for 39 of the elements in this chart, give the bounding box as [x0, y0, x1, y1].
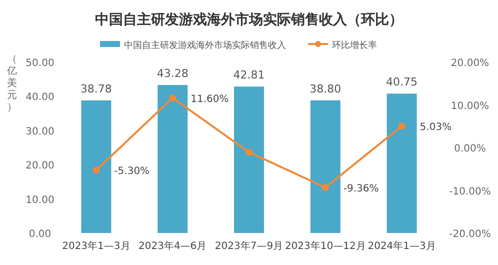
x-tick-label: 2023年4—6月: [138, 240, 207, 252]
data-label: 11.60%: [190, 94, 229, 105]
data-label: 40.75: [386, 76, 418, 89]
y2-tick-label: -10.00%: [449, 186, 491, 198]
chart-title: 中国自主研发游戏海外市场实际销售收入（环比）: [95, 11, 403, 28]
y-tick-label: 30.00: [26, 126, 54, 138]
data-label: 43.28: [156, 66, 188, 80]
bar: [158, 84, 188, 233]
y2-tick-label: 20.00%: [450, 58, 490, 69]
y-tick-label: 10.00: [26, 194, 54, 206]
point: [92, 166, 100, 174]
x-tick-label: 2023年10—12月: [284, 240, 366, 252]
data-label: 38.80: [310, 82, 342, 96]
y-tick-label: 20.00: [26, 160, 54, 172]
bar: [81, 100, 112, 233]
point: [246, 148, 252, 156]
x-tick-label: 2023年7—9月: [214, 240, 284, 252]
data-label: 42.81: [233, 68, 265, 82]
legend-label: 环比增长率: [332, 40, 377, 51]
y-tick-label: 40.00: [26, 92, 54, 104]
bar: [310, 100, 340, 233]
y-axis-title: （亿美元）: [6, 54, 17, 113]
bar: [386, 94, 417, 233]
point: [398, 122, 406, 130]
bar: [234, 86, 264, 233]
y-tick-label: 0.00: [28, 229, 52, 240]
y2-tick-label: 0.00%: [454, 144, 486, 154]
y-tick-label: 50.00: [26, 58, 54, 69]
x-tick-label: 2024年1—3月: [368, 240, 436, 252]
data-label: -9.36%: [343, 184, 379, 195]
y2-tick-label: 10.00%: [450, 100, 490, 112]
y2-tick-label: -20.00%: [449, 229, 491, 240]
data-label: -5.30%: [114, 166, 150, 178]
legend-label: 中国自主研发游戏海外市场实际销售收入: [124, 40, 286, 51]
point: [169, 94, 176, 102]
data-label: 5.03%: [420, 122, 452, 133]
point: [322, 184, 329, 192]
x-tick-label: 2023年1—3月: [62, 240, 130, 252]
data-label: 38.78: [80, 82, 112, 96]
